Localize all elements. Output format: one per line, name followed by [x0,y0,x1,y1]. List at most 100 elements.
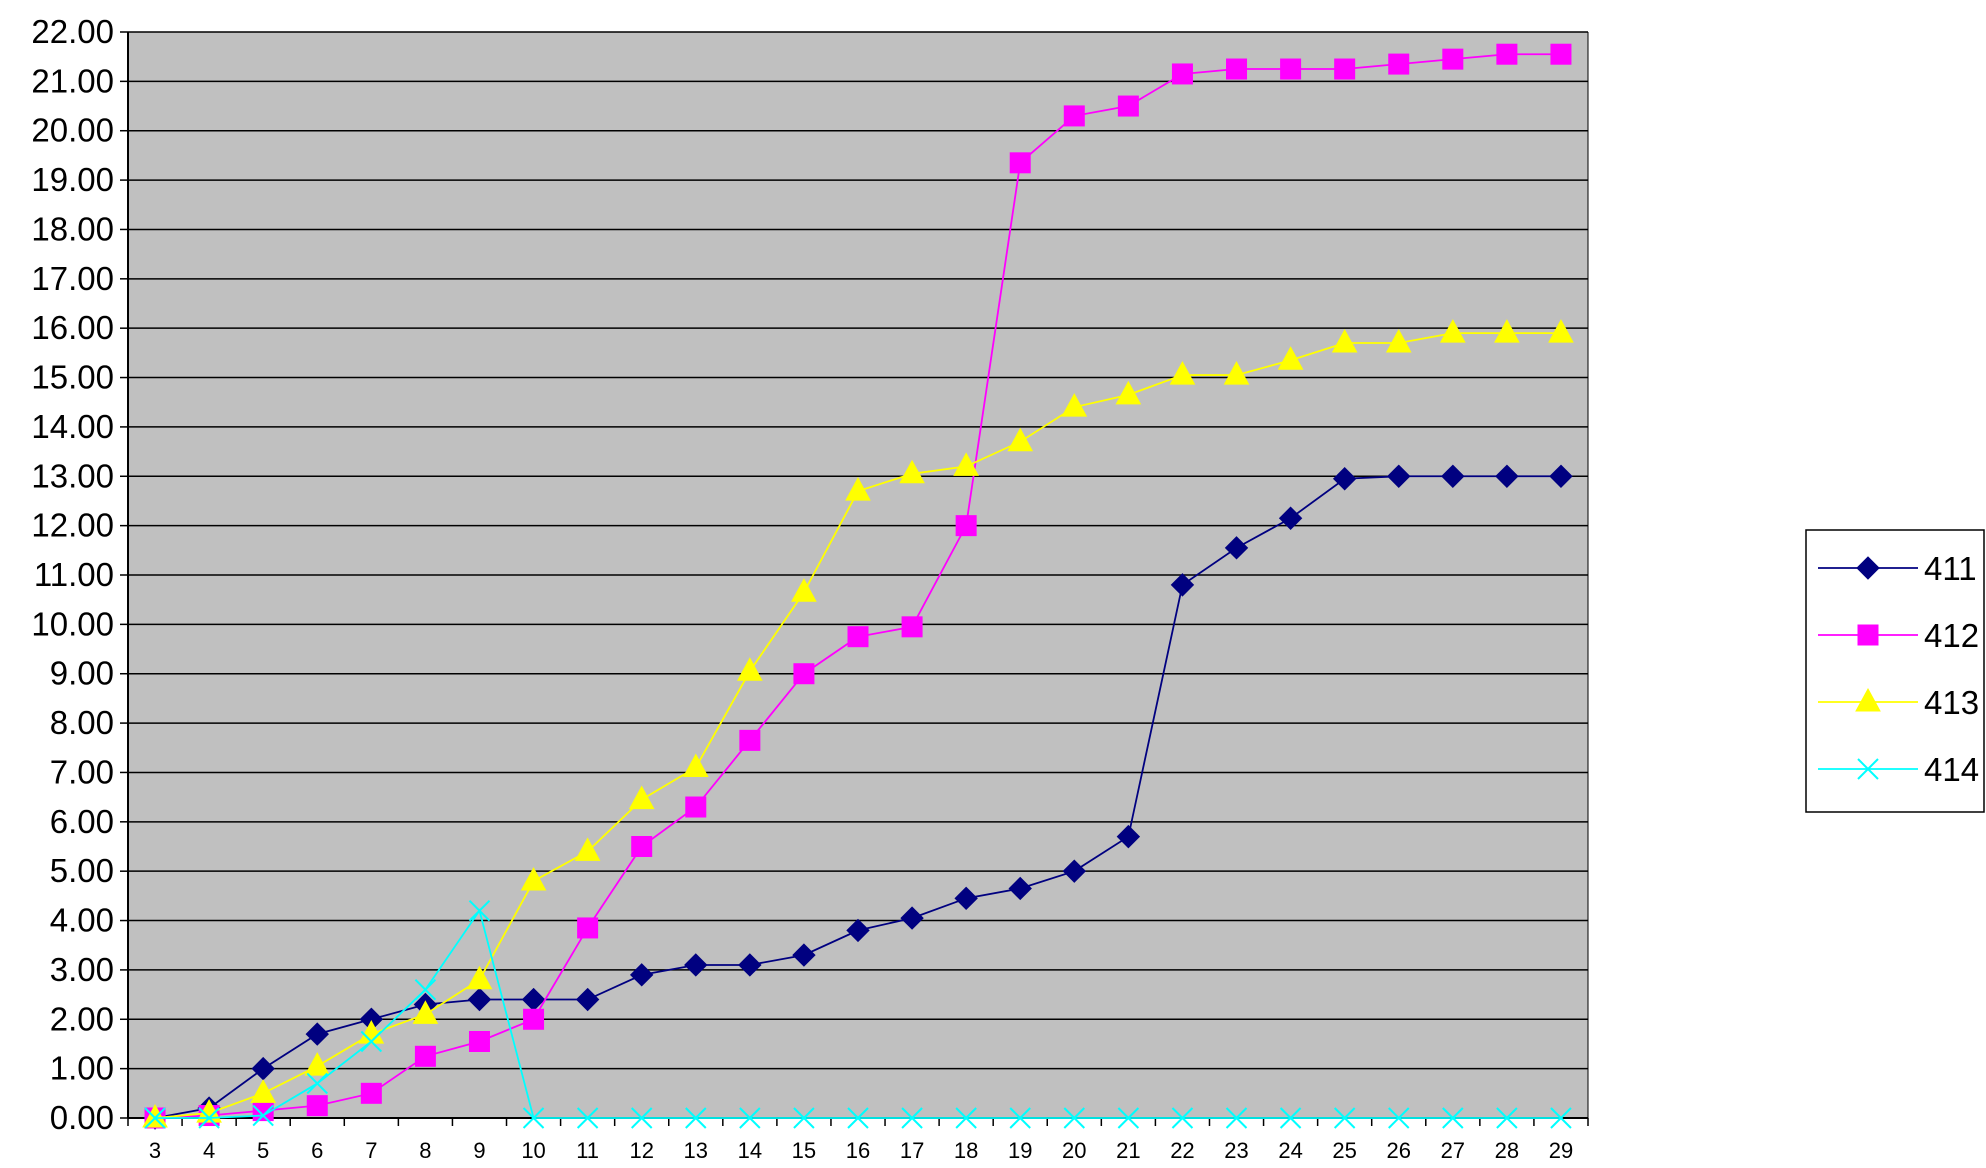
legend-item-414: 414 [1818,751,1979,788]
data-point-412 [631,836,653,857]
data-point-413 [574,837,601,861]
y-tick-label: 9.00 [50,655,114,692]
data-point-413 [1331,328,1358,353]
data-point-411 [1495,464,1519,488]
y-tick-label: 12.00 [31,507,114,544]
data-point-412 [1280,58,1302,80]
x-axis-ticks: 3 4 5 6 7 8 9 10 11 12 13 14 15 16 17 18 19 20 21 22 23 24 25 2… [127,1118,1589,1163]
data-point-414 [1442,1107,1464,1129]
x-marker-stroke [1442,1107,1464,1129]
x-tick-label: 27 [1441,1138,1465,1163]
data-point-413 [845,477,871,501]
y-tick-label: 10.00 [31,605,114,642]
y-tick-label: 4.00 [50,902,114,939]
data-point-412 [1496,43,1518,65]
x-tick-label: 28 [1495,1138,1519,1163]
series-414 [144,899,1572,1129]
x-marker-stroke [847,1107,869,1129]
data-point-414 [576,1107,599,1129]
legend-item-411: 411 [1818,550,1977,587]
legend-marker [1857,624,1879,646]
legend-item-412: 412 [1818,617,1979,654]
data-point-411 [629,963,654,987]
x-tick-label: 21 [1116,1138,1140,1163]
data-point-413 [412,1000,439,1024]
data-point-414 [1333,1107,1356,1129]
x-marker-stroke [576,1107,599,1129]
y-tick-label: 6.00 [50,803,114,840]
data-point-413 [520,867,547,891]
x-tick-label: 17 [900,1138,924,1163]
y-tick-label: 0.00 [50,1099,114,1136]
data-point-411 [954,886,978,911]
legend-label: 412 [1924,617,1979,654]
y-tick-label: 2.00 [50,1000,114,1037]
legend-label: 414 [1924,751,1979,788]
data-point-412 [360,1082,382,1104]
x-marker-stroke [685,1107,707,1129]
data-point-414 [1171,1107,1194,1129]
x-marker-stroke [1496,1107,1518,1129]
y-tick-label: 18.00 [31,210,114,247]
data-point-413 [1169,361,1196,385]
data-point-414 [1388,1107,1410,1129]
data-point-411 [1116,824,1141,849]
x-tick-label: 3 [149,1138,161,1163]
data-point-411 [900,906,924,930]
x-tick-label: 13 [684,1138,708,1163]
x-marker-stroke [1333,1107,1356,1129]
data-point-411 [1008,876,1032,901]
x-marker-stroke [198,1107,220,1129]
x-tick-label: 26 [1386,1138,1410,1163]
y-tick-label: 17.00 [31,260,114,297]
data-point-414 [522,1107,545,1129]
data-point-412 [1063,105,1085,127]
x-marker-stroke [1857,758,1879,780]
data-point-414 [1063,1107,1086,1129]
y-tick-label: 3.00 [50,951,114,988]
data-point-414 [468,899,491,922]
data-point-412 [577,917,599,939]
data-point-412 [468,1030,490,1052]
data-point-412 [1388,53,1410,75]
data-point-411 [1332,467,1357,491]
data-point-413 [250,1079,277,1103]
y-axis-ticks: 0.00 1.00 2.00 3.00 4.00 5.00 6.00 7.00 8.00 9.00… [31,13,128,1136]
x-tick-label: 25 [1332,1138,1356,1163]
x-tick-label: 20 [1062,1138,1086,1163]
data-point-411 [575,987,600,1012]
data-point-414 [901,1107,923,1129]
x-marker-stroke [955,1107,977,1129]
x-marker-stroke [1279,1107,1302,1129]
x-tick-label: 24 [1278,1138,1302,1163]
data-point-413 [682,753,709,778]
data-point-414 [847,1107,869,1129]
x-marker-stroke [252,1104,274,1127]
y-tick-label: 8.00 [50,704,114,741]
data-point-413 [304,1052,331,1076]
data-point-414 [1496,1107,1518,1129]
legend-marker [1855,687,1881,712]
x-tick-label: 29 [1549,1138,1573,1163]
data-point-411 [467,987,492,1012]
x-tick-label: 12 [629,1138,653,1163]
data-point-414 [739,1107,761,1129]
x-tick-label: 16 [846,1138,870,1163]
data-point-412 [1009,152,1031,174]
data-point-413 [1494,319,1520,343]
legend-box [1805,529,1985,813]
x-marker-stroke [468,899,491,922]
x-tick-label: 6 [311,1138,323,1163]
data-point-412 [793,663,815,685]
y-tick-label: 20.00 [31,112,114,149]
x-marker-stroke [901,1107,923,1129]
data-point-411 [792,943,816,967]
x-marker-stroke [739,1107,761,1129]
legend-marker [1856,556,1880,580]
series-413 [142,319,1574,1128]
series-group [142,43,1574,1130]
data-point-413 [1439,319,1466,343]
x-marker-stroke [1009,1107,1031,1129]
x-marker-stroke [522,1107,545,1129]
y-tick-label: 15.00 [31,359,114,396]
